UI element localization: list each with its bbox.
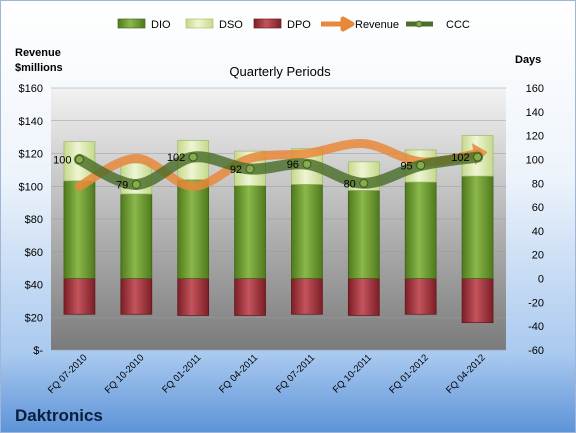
legend-dso-swatch	[185, 18, 214, 29]
dpo-bar	[347, 278, 380, 316]
legend: DIO DSO DPO Revenue CCC	[117, 16, 470, 32]
dio-bar	[234, 185, 266, 279]
legend-dso-label: DSO	[219, 19, 243, 31]
left-tick-label: $100	[19, 181, 43, 193]
legend-ccc-label: CCC	[446, 19, 470, 31]
legend-dio-swatch	[117, 18, 146, 29]
left-tick-label: $60	[25, 247, 43, 259]
left-tick-label: $160	[19, 83, 43, 95]
company-name: Daktronics	[15, 406, 103, 425]
revenue-line	[74, 139, 483, 191]
dpo-bar	[177, 278, 210, 316]
right-tick-label: 140	[526, 107, 544, 119]
ccc-data-label: 95	[400, 160, 412, 172]
right-tick-label: -20	[528, 297, 544, 309]
ccc-data-label: 79	[116, 179, 128, 191]
dpo-bar	[234, 278, 266, 316]
dio-bar	[404, 181, 437, 279]
ccc-data-label: 102	[167, 152, 185, 164]
right-tick-label: 0	[538, 274, 544, 286]
dpo-bar	[461, 278, 494, 323]
x-tick-label: FQ 04-2011	[217, 352, 260, 395]
x-tick-label: FQ 10-2011	[331, 352, 374, 395]
legend-ccc-marker	[415, 20, 423, 28]
legend-dpo-label: DPO	[287, 19, 311, 31]
ccc-point	[245, 164, 255, 174]
right-tick-label: 100	[526, 154, 544, 166]
dio-bar	[347, 190, 380, 279]
dio-bar	[63, 180, 96, 279]
ccc-point	[473, 152, 483, 162]
left-tick-label: $40	[25, 280, 43, 292]
right-tick-label: -40	[528, 321, 544, 333]
right-tick-label: 80	[532, 178, 544, 190]
left-tick-label: $80	[25, 214, 43, 226]
x-tick-label: FQ 10-2010	[103, 352, 147, 396]
left-axis-title-line2: $millions	[15, 62, 63, 74]
ccc-point	[416, 160, 426, 170]
right-tick-label: 160	[526, 83, 544, 95]
right-axis-title: Days	[515, 54, 541, 66]
ccc-data-label: 96	[287, 159, 299, 171]
ccc-data-label: 80	[344, 178, 356, 190]
x-tick-label: FQ 07-2010	[46, 352, 90, 396]
dpo-bar	[404, 278, 437, 315]
right-tick-label: 120	[526, 131, 544, 143]
chart-title: Quarterly Periods	[229, 64, 331, 79]
legend-dpo-swatch	[253, 18, 282, 29]
legend-revenue-arrow	[321, 16, 355, 32]
right-tick-label: 60	[532, 202, 544, 214]
ccc-data-label: 92	[230, 164, 242, 176]
ccc-point	[302, 159, 312, 169]
dio-bar	[461, 175, 494, 279]
x-tick-label: FQ 04-2012	[444, 352, 488, 396]
left-tick-label: $140	[19, 116, 43, 128]
left-axis-title-line1: Revenue	[15, 47, 61, 59]
ccc-point	[74, 154, 84, 164]
left-tick-label: $20	[25, 312, 43, 324]
legend-revenue-label: Revenue	[355, 19, 399, 31]
dpo-bar	[291, 278, 323, 315]
x-tick-label: FQ 01-2011	[160, 352, 203, 395]
left-tick-label: $-	[33, 345, 43, 357]
ccc-point	[131, 179, 141, 189]
dio-bar	[291, 184, 323, 279]
dio-bar	[177, 179, 210, 279]
dpo-bar	[120, 278, 153, 315]
right-tick-label: 20	[532, 250, 544, 262]
x-tick-label: FQ 01-2012	[387, 352, 431, 396]
ccc-data-label: 100	[53, 154, 71, 166]
dio-bar	[120, 193, 153, 279]
legend-dio-label: DIO	[151, 19, 171, 31]
right-tick-label: 40	[532, 226, 544, 238]
right-tick-label: -60	[528, 345, 544, 357]
ccc-point	[359, 178, 369, 188]
left-tick-label: $120	[19, 149, 43, 161]
ccc-point	[188, 152, 198, 162]
ccc-data-label: 102	[451, 152, 469, 164]
dpo-bar	[63, 278, 96, 315]
x-tick-label: FQ 07-2011	[274, 352, 317, 395]
